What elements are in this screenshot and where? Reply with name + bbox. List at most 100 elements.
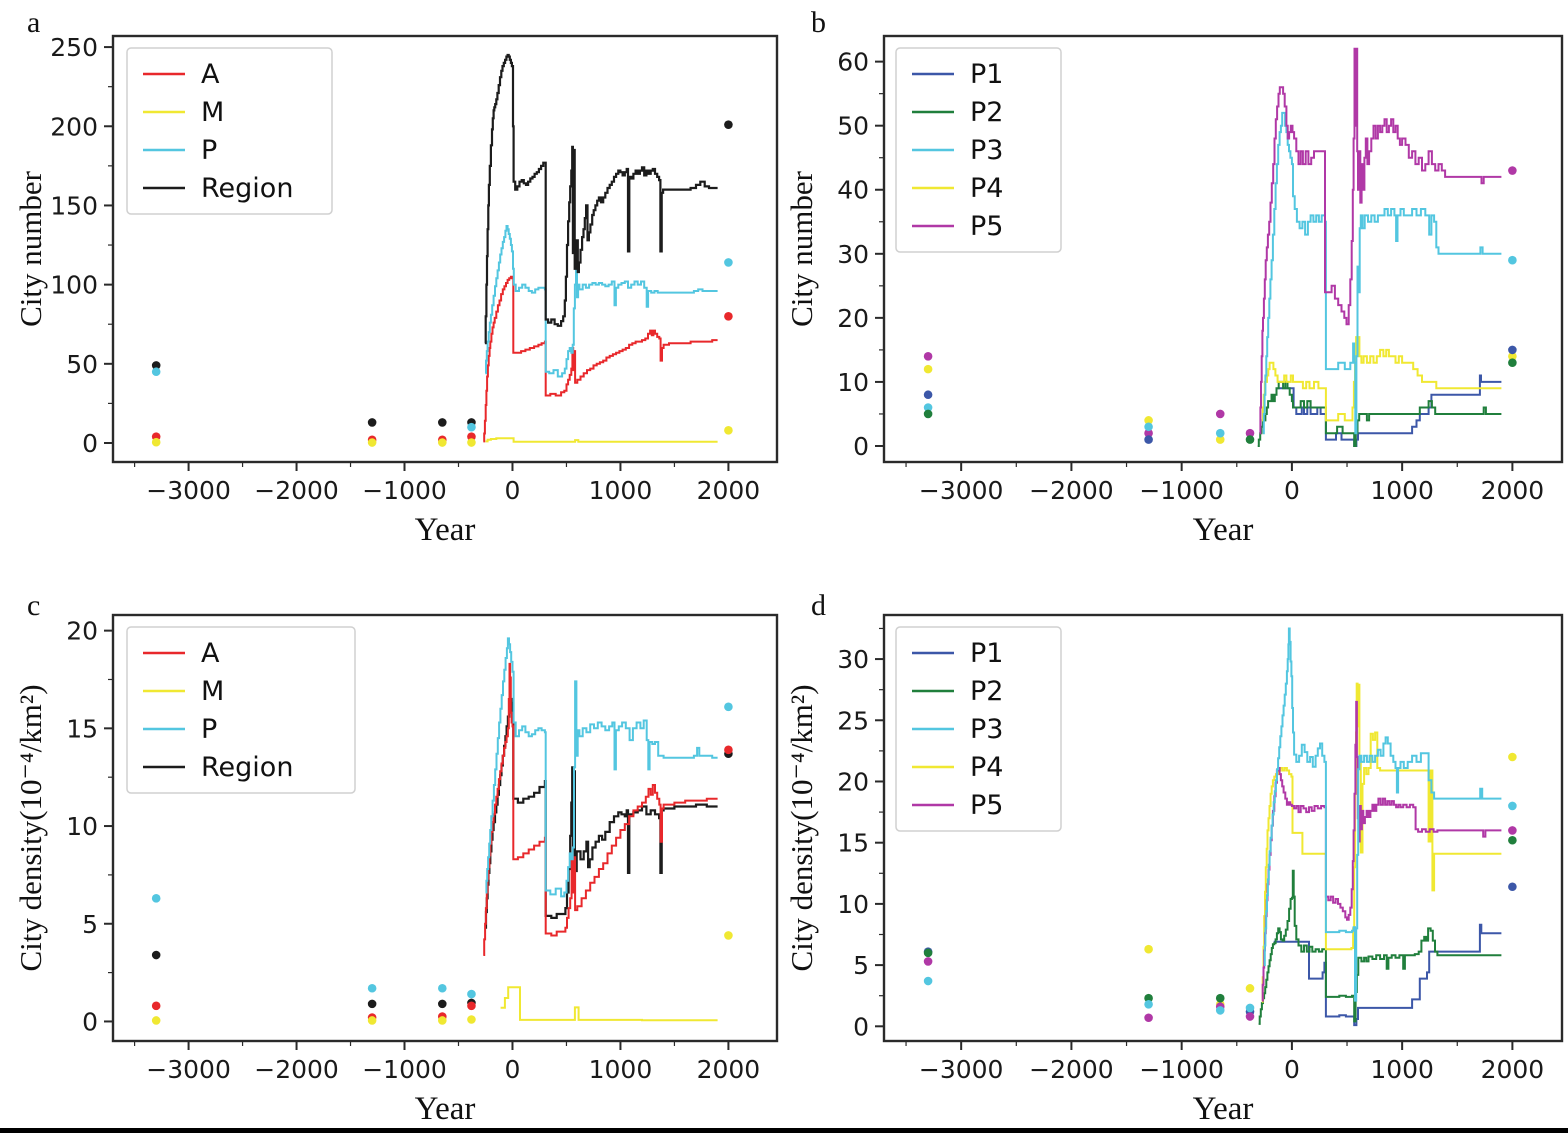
series-p2-line	[1257, 380, 1502, 447]
series-p2-line	[1258, 869, 1502, 1025]
legend-d: P1 P2 P3 P4 P5	[895, 626, 1062, 832]
legend-label-region: Region	[201, 752, 293, 783]
series-p1-line	[1277, 374, 1502, 447]
y-tick-label: 50	[66, 350, 98, 379]
axes-frame	[111, 613, 779, 1043]
x-tick-label: −3000	[919, 1055, 1004, 1084]
scatter-dot-cyan	[923, 403, 933, 412]
scatter-dot-cyan	[1508, 255, 1517, 265]
scatter-dot-black	[438, 418, 447, 427]
plot-a: −3000 −2000 −1000 0 1000 2000 0 50 100 150 200 250 Y…	[13, 33, 779, 548]
legend-label-p5: P5	[970, 211, 1003, 242]
scatter-dot-green	[923, 948, 933, 958]
legend-label-p4: P4	[970, 173, 1003, 204]
y-tick-label: 50	[837, 112, 869, 141]
legend-label-p2: P2	[970, 97, 1003, 128]
x-tick-label: −3000	[919, 476, 1004, 505]
scatter-dot-yellow	[923, 364, 933, 374]
x-tick-label: −2000	[254, 1055, 339, 1084]
scatter-dot-green	[1508, 835, 1517, 845]
panel-d-letter: d	[811, 589, 826, 622]
scatter-dot-yellow	[1245, 984, 1255, 993]
y-axis-label: City density(10⁻⁴/km²)	[784, 684, 819, 971]
scatter-dot-magenta	[1245, 1012, 1255, 1021]
scatter-dot-cyan	[1215, 1006, 1225, 1015]
x-tick-label: 2000	[697, 476, 761, 505]
scatter-dot-black	[367, 999, 377, 1009]
y-tick-label: 100	[50, 271, 98, 300]
scatter-dot-green	[1508, 358, 1517, 368]
scatter-dot-yellow	[438, 438, 447, 447]
scatter-dot-cyan	[1144, 999, 1153, 1009]
scatter-dot-yellow	[367, 1016, 377, 1025]
scatter-dot-cyan	[367, 983, 377, 993]
x-tick-label: 1000	[589, 476, 653, 505]
y-tick-label: 0	[853, 1012, 869, 1041]
series-a-line	[483, 662, 718, 956]
x-tick-label: −1000	[1139, 1055, 1224, 1084]
panel-d: d −3000 −2000 −1000 0 1000 2000 0 5 10 15 20 25 30 Ye…	[784, 569, 1568, 1137]
scatter-dot-black	[151, 950, 161, 960]
legend-label-p: P	[201, 135, 217, 166]
x-axis-label: Year	[415, 1091, 476, 1127]
legend-box	[126, 626, 356, 794]
scatter-dot-magenta	[1144, 1013, 1153, 1023]
scatter-dot-cyan	[724, 702, 733, 712]
legend-label-m: M	[201, 97, 224, 128]
y-tick-label: 60	[837, 48, 869, 77]
legend-label-a: A	[201, 59, 220, 90]
panel-c-letter: c	[27, 589, 41, 622]
y-tick-label: 250	[50, 33, 98, 62]
scatter-dot-magenta	[1245, 428, 1255, 438]
x-tick-label: −2000	[1029, 476, 1114, 505]
series-region-line	[484, 697, 718, 929]
scatter-dot-cyan	[1508, 801, 1517, 811]
x-tick-label: −3000	[146, 1055, 231, 1084]
x-tick-label: −1000	[1139, 476, 1224, 505]
scatter-dot-cyan	[467, 989, 476, 999]
panel-a: a −3000 −2000 −1000 0 1000 2000 0 50 100 150 200 25…	[0, 0, 784, 568]
series-p4-line	[1261, 336, 1502, 422]
x-tick-label: 0	[1284, 476, 1300, 505]
panel-a-chart: −3000 −2000 −1000 0 1000 2000 0 50 100 150 200 250 Y…	[13, 33, 779, 548]
series-m-line	[500, 986, 718, 1022]
scatter-dot-blue	[1144, 435, 1153, 444]
scatter-dot-magenta	[923, 352, 933, 361]
y-tick-label: 0	[82, 429, 98, 458]
scatter-dot-blue	[1508, 345, 1517, 355]
legend-box	[895, 626, 1062, 832]
series-p5-line	[1259, 47, 1502, 435]
scatter-dot-magenta	[923, 957, 933, 966]
panel-b-letter: b	[811, 6, 826, 39]
x-axis-label: Year	[1193, 1091, 1254, 1127]
scatter-dot-black	[724, 120, 733, 129]
legend-label-a: A	[201, 638, 220, 669]
scatter-dot-yellow	[1508, 752, 1517, 762]
legend-label-p3: P3	[970, 714, 1003, 745]
scatter-dot-yellow	[467, 1015, 476, 1024]
bottom-rule	[0, 1128, 1568, 1133]
scatter-dot-green	[923, 409, 933, 419]
scatter-dot-yellow	[151, 1016, 161, 1025]
y-tick-label: 25	[837, 706, 869, 735]
series-a-line	[483, 275, 718, 443]
series-p1-line	[1273, 923, 1502, 1027]
scatter-dot-yellow	[151, 437, 161, 447]
plot-c: −3000 −2000 −1000 0 1000 2000 0 5 10 15 20 Year City…	[13, 613, 779, 1127]
scatter-dot-yellow	[467, 438, 476, 447]
series-m-line	[485, 437, 718, 443]
legend-label-p1: P1	[970, 638, 1003, 669]
scatter-dot-cyan	[151, 367, 161, 377]
axes-frame	[111, 34, 779, 464]
x-tick-label: −2000	[254, 476, 339, 505]
scatter-dot-cyan	[151, 894, 161, 903]
scatter-dot-blue	[923, 390, 933, 400]
y-tick-label: 0	[853, 432, 869, 461]
scatter-dot-red	[724, 312, 733, 321]
y-tick-label: 40	[837, 176, 869, 205]
y-tick-label: 5	[853, 951, 869, 980]
y-tick-label: 15	[837, 829, 869, 858]
scatter-dot-red	[151, 1001, 161, 1011]
scatter-dot-blue	[1508, 882, 1517, 892]
